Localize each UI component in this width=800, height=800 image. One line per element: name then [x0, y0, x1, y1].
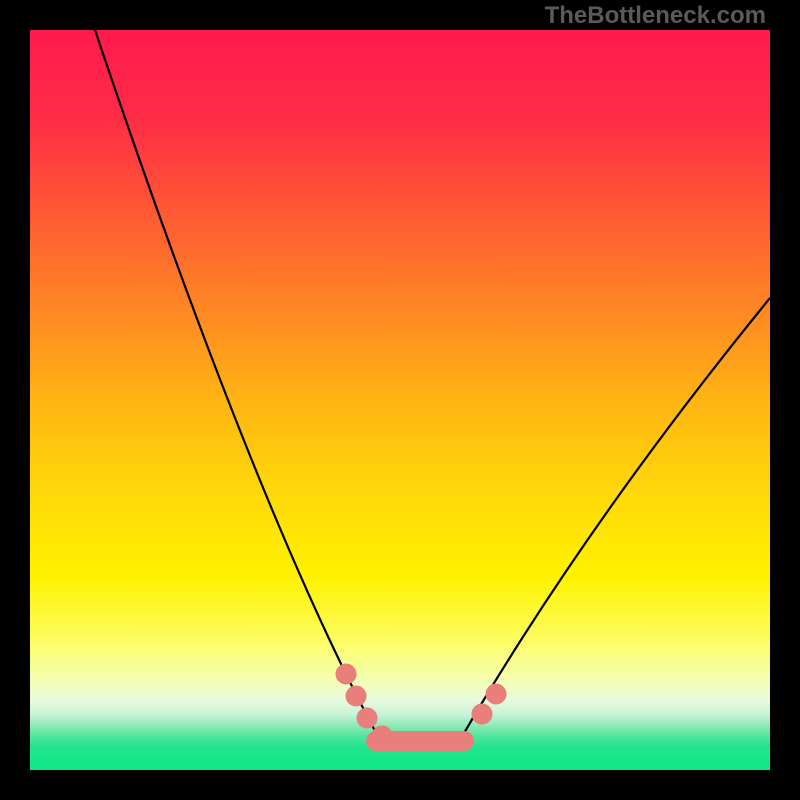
marker-dot	[346, 686, 366, 706]
chart-stage: TheBottleneck.com	[0, 0, 800, 800]
marker-dot	[357, 708, 377, 728]
bottleneck-chart	[0, 0, 800, 800]
plot-background	[30, 30, 770, 770]
marker-dot	[472, 704, 492, 724]
watermark-text: TheBottleneck.com	[545, 2, 766, 30]
marker-dot	[486, 684, 506, 704]
marker-dot	[372, 726, 392, 746]
marker-dot	[336, 664, 356, 684]
